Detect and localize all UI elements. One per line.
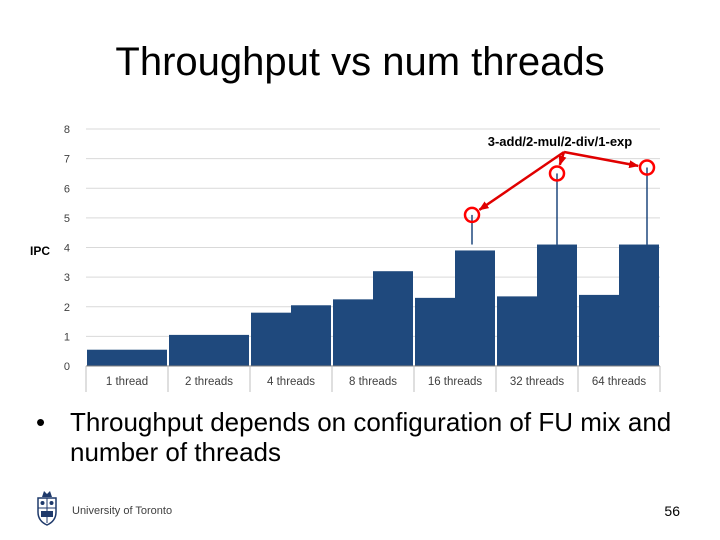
annotation-arrow — [563, 150, 640, 169]
bar-segment — [455, 250, 495, 366]
annotation-circle — [638, 159, 656, 176]
x-tick-label: 64 threads — [592, 376, 647, 388]
x-tick-label: 1 thread — [106, 376, 148, 388]
bar-segment — [291, 305, 331, 366]
x-tick-label: 32 threads — [510, 376, 565, 388]
bar-segment — [251, 312, 292, 366]
bar-segment — [415, 297, 456, 366]
x-tick-label: 4 threads — [267, 376, 315, 388]
y-tick-label: 4 — [64, 243, 70, 255]
university-crest-icon — [37, 491, 57, 526]
bar-segment — [579, 294, 620, 366]
slide-title: Throughput vs num threads — [115, 40, 605, 84]
y-tick-label: 3 — [64, 272, 70, 284]
bullet-point: • Throughput depends on configuration of… — [36, 407, 686, 467]
footer-university: University of Toronto — [72, 505, 173, 517]
annotation-arrow — [558, 151, 567, 166]
bar-segment — [373, 271, 413, 366]
y-tick-label: 7 — [64, 154, 70, 166]
y-tick-label: 5 — [64, 213, 70, 225]
bar-segment — [537, 244, 577, 366]
bullet-text: Throughput depends on configuration of F… — [70, 407, 672, 467]
y-axis-label: IPC — [30, 244, 50, 258]
annotation-circle — [548, 165, 566, 182]
ipc-chart: 0 1 2 3 4 5 6 7 8 IPC 1 thread 2 threads 4 threads 8 … — [30, 124, 661, 392]
y-tick-label: 1 — [64, 331, 70, 343]
y-tick-label: 6 — [64, 183, 70, 195]
annotation-label: 3-add/2-mul/2-div/1-exp — [488, 134, 633, 149]
bar-segment — [619, 244, 659, 366]
x-tick-label: 16 threads — [428, 376, 483, 388]
y-tick-label: 8 — [64, 124, 70, 136]
bar-segment — [333, 299, 374, 366]
annotation-arrow — [478, 150, 565, 211]
bullet-dot-icon: • — [36, 407, 46, 437]
y-tick-label: 0 — [64, 361, 70, 373]
x-tick-label: 2 threads — [185, 376, 233, 388]
bar-segment — [87, 349, 167, 366]
bar-segment — [169, 334, 249, 366]
y-tick-label: 2 — [64, 302, 70, 314]
annotation-circle — [463, 206, 481, 224]
page-number: 56 — [664, 503, 680, 519]
bar-segment — [497, 296, 538, 366]
x-tick-label: 8 threads — [349, 376, 397, 388]
